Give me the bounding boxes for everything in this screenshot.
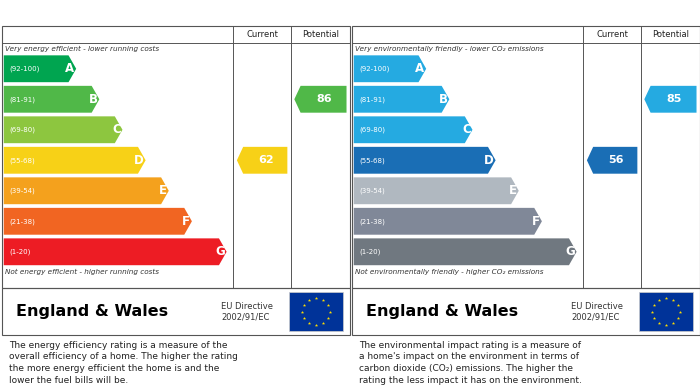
Polygon shape (354, 56, 426, 82)
Text: (55-68): (55-68) (359, 157, 385, 163)
Bar (639, 292, 693, 331)
Polygon shape (354, 86, 449, 113)
Polygon shape (354, 147, 496, 174)
Text: Not energy efficient - higher running costs: Not energy efficient - higher running co… (6, 269, 160, 275)
Text: 56: 56 (608, 155, 624, 165)
Text: (39-54): (39-54) (9, 188, 35, 194)
Polygon shape (354, 178, 519, 204)
Text: England & Wales: England & Wales (366, 304, 518, 319)
Text: D: D (134, 154, 144, 167)
Text: (92-100): (92-100) (9, 66, 39, 72)
Text: (21-38): (21-38) (9, 218, 35, 224)
Text: G: G (215, 245, 225, 258)
Text: B: B (89, 93, 97, 106)
Text: Not environmentally friendly - higher CO₂ emissions: Not environmentally friendly - higher CO… (356, 269, 544, 275)
Text: A: A (65, 62, 74, 75)
Text: (69-80): (69-80) (359, 127, 385, 133)
Text: (55-68): (55-68) (9, 157, 35, 163)
Polygon shape (4, 117, 122, 143)
Polygon shape (587, 147, 638, 174)
Text: Very environmentally friendly - lower CO₂ emissions: Very environmentally friendly - lower CO… (356, 46, 544, 52)
Text: Potential: Potential (652, 30, 689, 39)
Text: E: E (509, 184, 517, 197)
Text: Current: Current (596, 30, 628, 39)
Polygon shape (237, 147, 288, 174)
Bar (289, 292, 343, 331)
Text: (1-20): (1-20) (359, 249, 380, 255)
Text: F: F (532, 215, 540, 228)
Text: A: A (415, 62, 424, 75)
Text: The environmental impact rating is a measure of
a home's impact on the environme: The environmental impact rating is a mea… (359, 341, 582, 385)
Text: EU Directive
2002/91/EC: EU Directive 2002/91/EC (221, 302, 273, 321)
Text: (1-20): (1-20) (9, 249, 30, 255)
Text: B: B (439, 93, 447, 106)
Text: England & Wales: England & Wales (16, 304, 168, 319)
Polygon shape (4, 147, 146, 174)
Text: The energy efficiency rating is a measure of the
overall efficiency of a home. T: The energy efficiency rating is a measur… (9, 341, 238, 385)
Text: (39-54): (39-54) (359, 188, 385, 194)
Polygon shape (4, 239, 227, 265)
Text: (81-91): (81-91) (359, 96, 385, 102)
Text: (92-100): (92-100) (359, 66, 389, 72)
Polygon shape (4, 86, 99, 113)
Polygon shape (4, 178, 169, 204)
Polygon shape (644, 86, 696, 113)
Text: Energy Efficiency Rating: Energy Efficiency Rating (10, 7, 182, 20)
Polygon shape (354, 239, 577, 265)
Text: 85: 85 (666, 94, 682, 104)
Text: G: G (565, 245, 575, 258)
Text: (21-38): (21-38) (359, 218, 385, 224)
Polygon shape (4, 208, 192, 235)
Text: C: C (112, 123, 120, 136)
Text: Very energy efficient - lower running costs: Very energy efficient - lower running co… (6, 46, 160, 52)
Text: Environmental Impact (CO₂) Rating: Environmental Impact (CO₂) Rating (360, 7, 607, 20)
Polygon shape (354, 208, 542, 235)
Text: D: D (484, 154, 494, 167)
Text: E: E (159, 184, 167, 197)
Text: Potential: Potential (302, 30, 339, 39)
Text: (69-80): (69-80) (9, 127, 35, 133)
Text: Current: Current (246, 30, 278, 39)
Polygon shape (294, 86, 346, 113)
Text: F: F (182, 215, 190, 228)
Text: 62: 62 (258, 155, 274, 165)
Text: C: C (462, 123, 470, 136)
Text: EU Directive
2002/91/EC: EU Directive 2002/91/EC (571, 302, 623, 321)
Text: 86: 86 (316, 94, 332, 104)
Polygon shape (4, 56, 76, 82)
Text: (81-91): (81-91) (9, 96, 35, 102)
Polygon shape (354, 117, 472, 143)
